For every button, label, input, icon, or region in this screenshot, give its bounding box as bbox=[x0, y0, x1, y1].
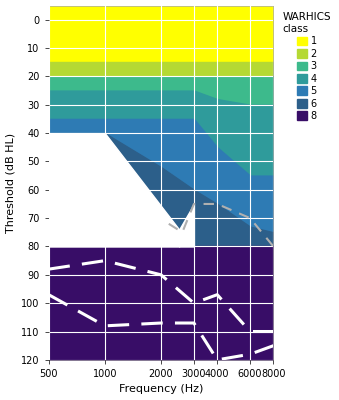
X-axis label: Frequency (Hz): Frequency (Hz) bbox=[119, 384, 203, 394]
Y-axis label: Threshold (dB HL): Threshold (dB HL) bbox=[5, 133, 16, 233]
Legend: 1, 2, 3, 4, 5, 6, 8: 1, 2, 3, 4, 5, 6, 8 bbox=[281, 10, 333, 123]
